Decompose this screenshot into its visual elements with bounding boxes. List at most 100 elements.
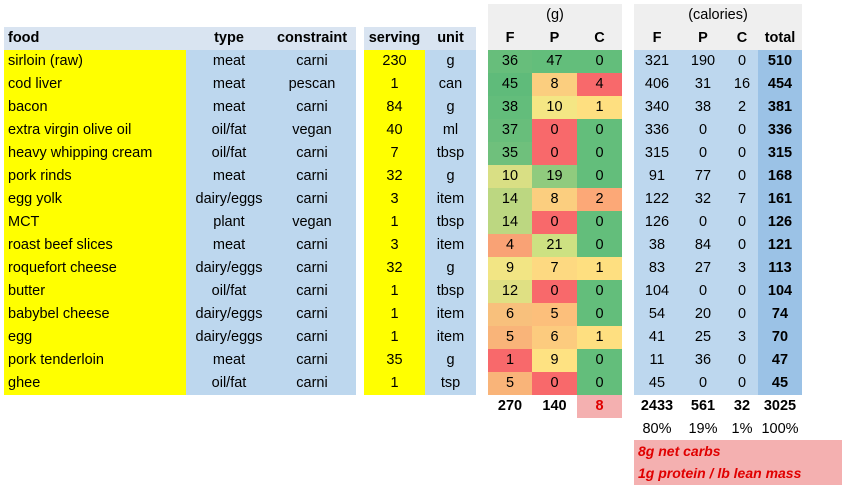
total-cal-cell: 381 [767,99,793,115]
protein-g-cell: 8 [532,73,577,96]
total-cal-cell: 126 [767,214,793,230]
fat-cal-cell: 122 [644,191,670,207]
carb-cal-cell: 16 [733,76,751,92]
total-cal-cell: 113 [768,260,792,276]
type-cell: oil/fat [211,122,247,138]
carb-g-cell: 4 [577,73,622,96]
unit-cell: g [446,53,455,69]
carb-cal-cell: 2 [737,99,747,115]
unit-column-bg [425,50,476,395]
type-cell: dairy/eggs [195,260,263,276]
carb-g-cell: 0 [577,119,622,142]
carb-cal-cell: 0 [737,375,747,391]
fat-cal-cell: 406 [644,76,670,92]
protein-cal-cell: 0 [698,283,708,299]
constraint-cell: carni [296,306,328,322]
header-constraint: constraint [276,30,348,46]
header-total-cal: total [764,30,796,46]
percent-protein: 19% [688,421,718,437]
header-type: type [214,30,244,46]
header-food: food [8,30,40,46]
fat-cal-cell: 54 [648,306,666,322]
notes-box: 8g net carbs 1g protein / lb lean mass [634,440,842,485]
fat-g-cell: 9 [488,257,532,280]
protein-cal-cell: 0 [698,122,708,138]
total-column-bg [758,50,802,395]
fat-cal-cell: 38 [648,237,666,253]
fat-g-cell: 10 [488,165,532,188]
fat-g-cell: 6 [488,303,532,326]
food-cell: egg yolk [8,191,63,207]
fat-g-cell: 5 [488,326,532,349]
constraint-cell: carni [296,53,328,69]
unit-cell: tbsp [436,214,465,230]
total-cal-cell: 161 [767,191,793,207]
total-cal-cell: 104 [767,283,793,299]
total-cal-cell: 315 [767,145,793,161]
type-cell: meat [212,99,246,115]
type-cell: meat [212,53,246,69]
unit-cell: tbsp [436,283,465,299]
carb-cal-cell: 0 [737,352,747,368]
grams-header-bg [488,4,622,50]
food-cell: sirloin (raw) [8,53,83,69]
type-cell: dairy/eggs [195,306,263,322]
protein-cal-cell: 77 [694,168,712,184]
protein-cal-cell: 20 [694,306,712,322]
protein-g-cell: 21 [532,234,577,257]
food-cell: roast beef slices [8,237,113,253]
protein-g-cell: 0 [532,280,577,303]
food-cell: heavy whipping cream [8,145,153,161]
fat-g-cell: 37 [488,119,532,142]
header-unit: unit [437,30,464,46]
total-cal-cell: 510 [767,53,793,69]
fat-g-cell: 12 [488,280,532,303]
header-carb-g: C [594,30,605,46]
total-cal-cell: 74 [771,306,789,322]
unit-cell: tbsp [436,145,465,161]
fat-g-cell: 45 [488,73,532,96]
fat-cal-cell: 83 [648,260,666,276]
constraint-cell: carni [296,352,328,368]
fat-g-cell: 5 [488,372,532,395]
serving-cell: 7 [390,145,399,161]
fat-cal-cell: 321 [644,53,670,69]
serving-cell: 1 [390,76,399,92]
unit-cell: ml [442,122,459,138]
protein-cal-cell: 32 [694,191,712,207]
fat-cal-cell: 340 [644,99,670,115]
constraint-cell: carni [296,375,328,391]
carb-cal-cell: 0 [737,237,747,253]
percent-fat: 80% [642,421,672,437]
carb-cal-cell: 0 [737,306,747,322]
type-cell: oil/fat [211,145,247,161]
unit-cell: item [436,306,465,322]
fat-g-cell: 1 [488,349,532,372]
constraint-cell: carni [296,191,328,207]
carb-g-cell: 0 [577,303,622,326]
total-protein-g: 140 [542,398,567,414]
fat-cal-cell: 104 [644,283,670,299]
food-cell: babybel cheese [8,306,110,322]
serving-cell: 35 [386,352,403,368]
serving-column-bg [364,50,425,395]
percent-total: 100% [761,421,799,437]
header-band-left [4,27,356,50]
type-cell: meat [212,237,246,253]
carb-cal-cell: 0 [737,214,747,230]
serving-cell: 1 [390,306,399,322]
protein-g-cell: 8 [532,188,577,211]
serving-cell: 230 [382,53,407,69]
unit-cell: g [446,99,455,115]
protein-cal-cell: 36 [694,352,712,368]
carb-g-cell: 1 [577,257,622,280]
fat-g-cell: 14 [488,188,532,211]
carb-total-bg [577,395,622,418]
food-cell: cod liver [8,76,62,92]
serving-cell: 1 [390,329,399,345]
total-fat-g: 270 [497,398,523,414]
unit-cell: item [436,237,465,253]
protein-g-cell: 0 [532,211,577,234]
total-cal-cell: 47 [771,352,789,368]
serving-cell: 32 [386,260,403,276]
